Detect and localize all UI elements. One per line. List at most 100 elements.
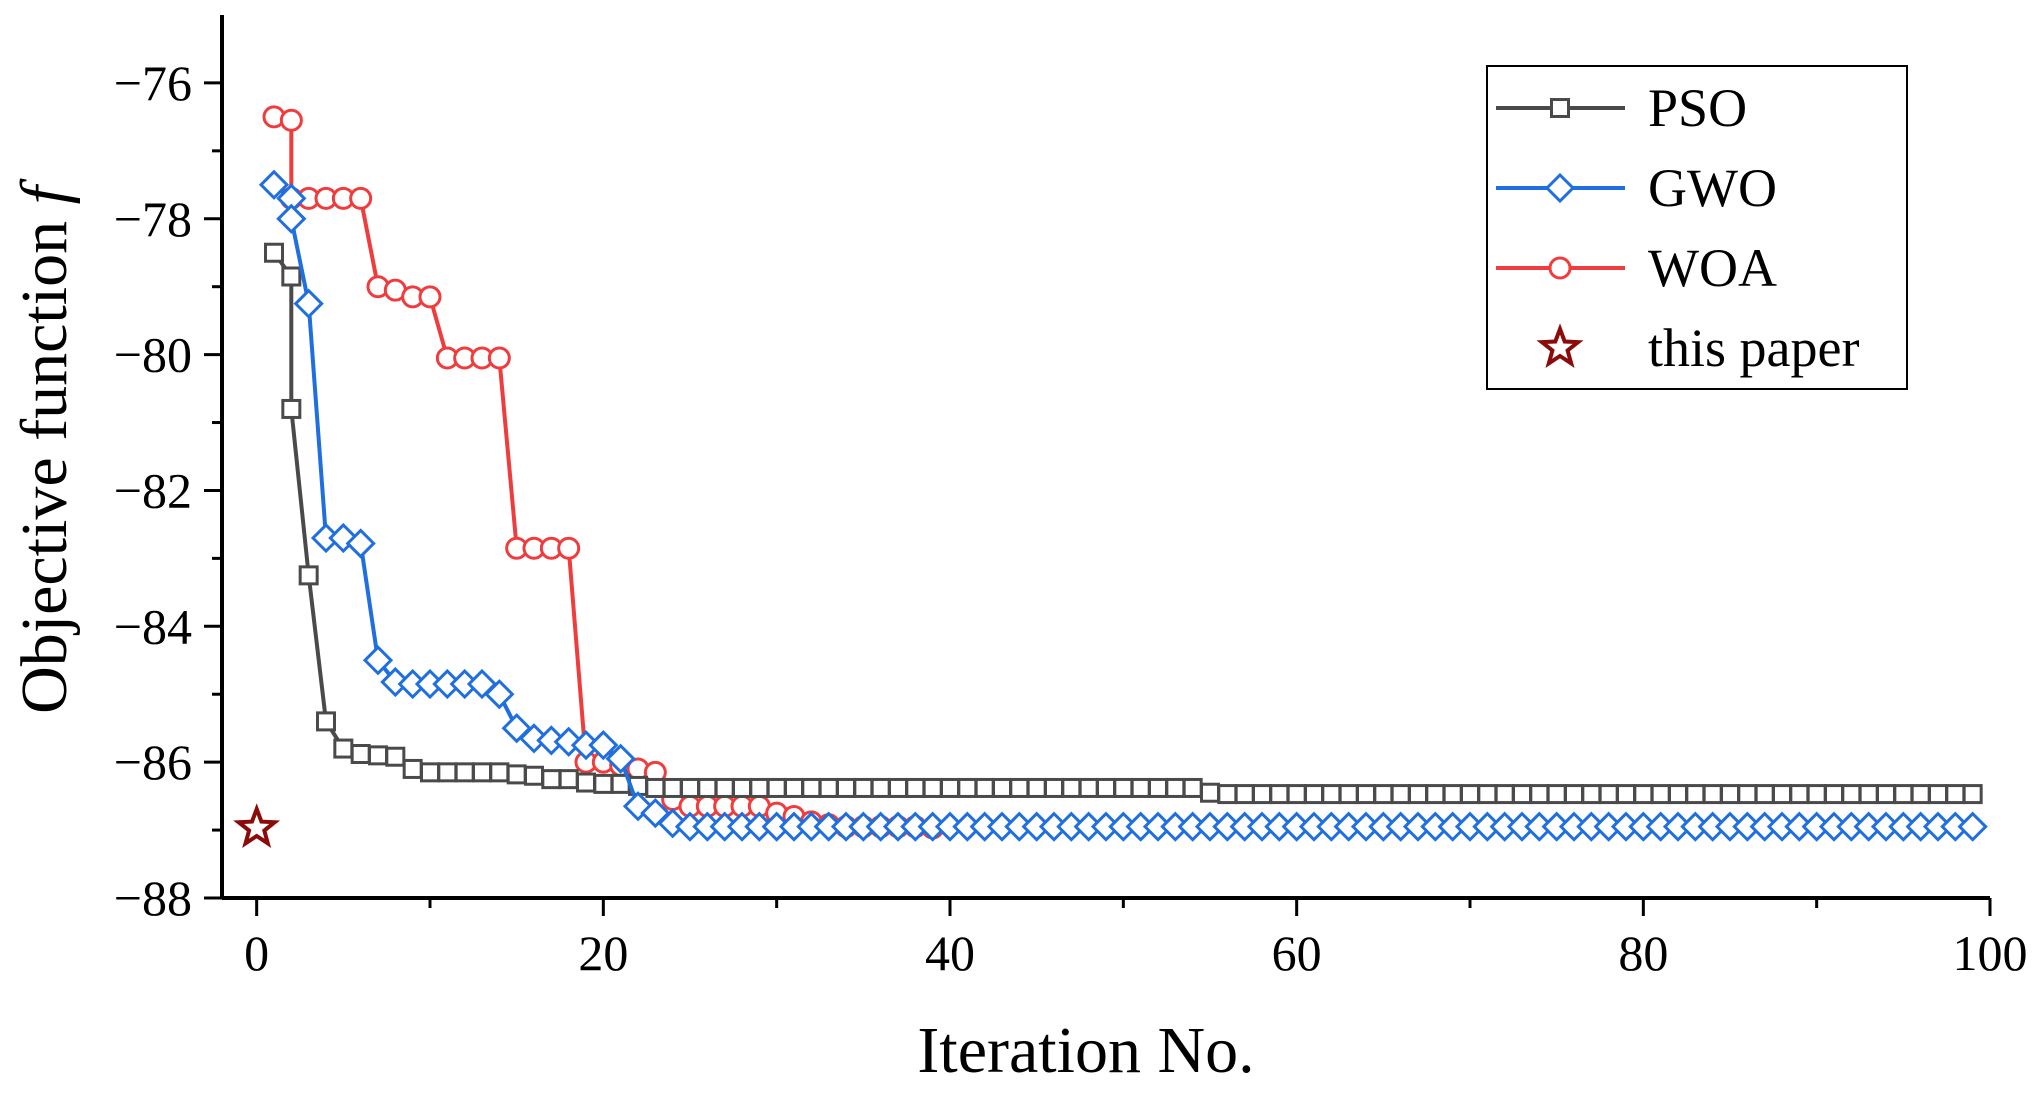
y-tick-label: −84 [114,598,192,654]
data-point [349,186,373,210]
data-point [1252,784,1272,805]
data-point [1685,784,1706,805]
legend-marker [1548,256,1572,280]
data-point [484,679,515,710]
data-point [1564,784,1584,805]
data-point [1165,777,1186,798]
plot-frame [220,15,1990,900]
data-point [1009,777,1030,798]
data-point [1893,784,1914,805]
data-point [333,738,354,759]
data-point [1425,784,1446,805]
data-point [801,777,822,798]
data-point [1737,784,1758,805]
data-point [1269,784,1290,805]
data-point [1061,777,1082,798]
data-point [732,777,752,798]
data-point [298,565,319,586]
data-point [1720,784,1740,805]
data-point [1858,784,1879,805]
data-point [784,777,804,798]
y-tick-label: −82 [114,462,192,518]
data-point [368,745,388,766]
x-tick-label: 20 [578,925,628,981]
data-point [940,777,960,798]
y-axis-title-text: Objective function [8,204,81,714]
data-point [905,777,926,798]
data-point [1442,784,1463,805]
legend-item: this paper [1536,318,1859,378]
data-point [1460,784,1480,805]
legend-label: WOA [1648,238,1777,298]
data-point [605,743,636,774]
series-line [273,114,933,830]
data-point [1096,777,1116,798]
data-point [541,769,562,790]
data-point [1321,784,1342,805]
data-point [276,203,307,234]
legend: PSO GWO WOA this paper [1486,65,1908,390]
data-point [506,764,527,785]
data-point [1616,784,1636,805]
data-point [420,762,440,783]
data-point [1217,784,1238,805]
x-tick-label: 80 [1618,925,1668,981]
data-point [264,242,284,263]
data-point [1841,784,1862,805]
data-point [1130,777,1151,798]
data-point [1148,777,1168,798]
y-tick-label: −80 [114,327,192,383]
data-point [1957,811,1988,842]
y-axis-ticks: −76 −78 −80 −82 −84 −86 −88 [114,55,222,926]
data-point [1078,777,1099,798]
legend-item: GWO [1496,158,1777,218]
x-tick-label: 0 [244,925,269,981]
data-point [1668,784,1688,805]
data-point [437,762,458,783]
data-point [1529,784,1550,805]
data-point [233,803,281,849]
data-point [888,777,908,798]
data-point [281,266,302,287]
data-point [576,772,596,793]
data-point [1338,784,1359,805]
data-point [1650,784,1671,805]
data-point [1546,784,1567,805]
data-point [1962,784,1983,805]
data-point [350,744,371,765]
data-point [402,758,423,779]
data-point [1494,784,1515,805]
series-this-paper [233,803,281,849]
data-point [680,777,700,798]
data-point [345,528,376,559]
legend-item: PSO [1496,78,1747,138]
data-point [1702,784,1723,805]
legend-marker [1550,98,1570,118]
x-tick-label: 100 [1953,925,2028,981]
data-point [316,711,336,732]
data-point [1772,784,1792,805]
x-tick-label: 60 [1272,925,1322,981]
legend-label: this paper [1648,318,1859,378]
data-point [1477,784,1498,805]
series-woa [262,105,945,840]
legend-label: GWO [1648,158,1777,218]
data-point [1806,784,1827,805]
y-tick-label: −76 [114,55,192,111]
data-point [1286,784,1307,805]
data-point [593,773,614,794]
data-point [714,777,735,798]
data-point [1356,784,1376,805]
series-pso [264,242,1983,805]
data-point [1512,784,1532,805]
data-point [293,288,324,319]
data-point [1044,777,1064,798]
data-point [922,777,943,798]
data-point [1876,784,1896,805]
legend-item: WOA [1496,238,1777,298]
data-point [1598,784,1619,805]
data-point [853,777,874,798]
data-point [1789,784,1810,805]
data-point [418,285,442,309]
